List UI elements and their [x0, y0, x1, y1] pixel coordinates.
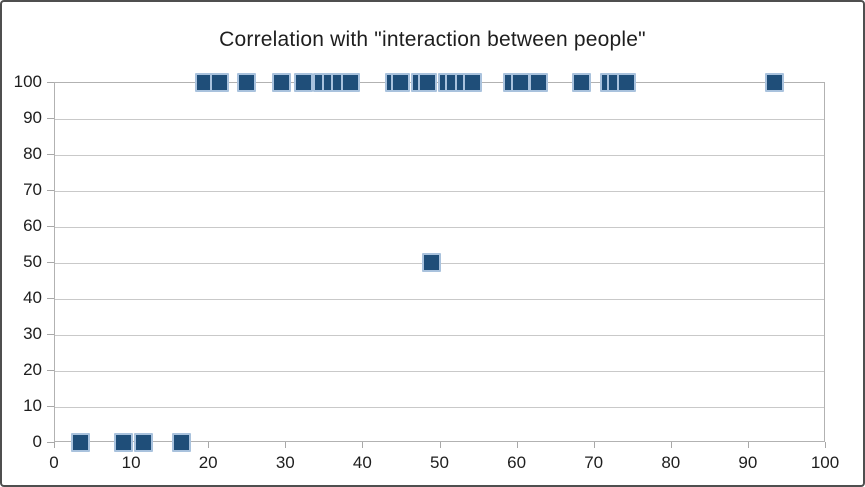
data-point: [417, 72, 437, 92]
y-axis-tick-label: 50: [23, 252, 42, 271]
data-point: [341, 72, 361, 92]
data-point: [113, 432, 133, 452]
y-axis-tick: [47, 226, 54, 227]
gridline: [55, 371, 824, 372]
data-point: [422, 252, 442, 272]
y-axis-tick-label: 20: [23, 360, 42, 379]
y-axis-tick-label: 0: [32, 432, 42, 451]
data-point: [237, 72, 257, 92]
chart-title: Correlation with "interaction between pe…: [219, 28, 646, 51]
y-axis-tick: [47, 262, 54, 263]
y-axis-tick-label: 40: [23, 288, 42, 307]
data-point: [210, 72, 230, 92]
data-point: [528, 72, 548, 92]
y-axis-tick: [47, 442, 54, 443]
x-axis-tick-label: 30: [275, 453, 295, 472]
x-axis-tick-label: 80: [661, 453, 681, 472]
x-axis-tick-label: 90: [738, 453, 758, 472]
x-axis-tick: [516, 442, 518, 448]
x-axis-tick: [285, 442, 287, 448]
gridline: [55, 335, 824, 336]
x-axis-tick: [54, 442, 55, 448]
x-axis-tick-label: 50: [430, 453, 449, 472]
x-axis-tick-label: 70: [584, 453, 604, 472]
gridline: [55, 407, 824, 408]
x-axis-tick-label: 40: [352, 453, 372, 472]
data-point: [571, 72, 591, 92]
x-axis-tick: [362, 442, 364, 448]
data-point: [616, 72, 636, 92]
y-axis-tick: [47, 370, 54, 371]
x-axis-tick-label: 20: [198, 453, 218, 472]
y-axis-tick: [47, 118, 54, 119]
data-point: [391, 72, 411, 92]
gridline: [55, 191, 824, 192]
y-axis-tick: [47, 298, 54, 299]
y-axis-tick-label: 80: [23, 144, 42, 163]
data-point: [171, 432, 191, 452]
data-point: [764, 72, 784, 92]
data-point: [463, 72, 483, 92]
x-axis-tick-label: 60: [507, 453, 527, 472]
gridline: [55, 155, 824, 156]
y-axis-tick-label: 90: [23, 108, 42, 127]
data-point: [271, 72, 291, 92]
x-axis-tick: [593, 442, 595, 448]
x-axis-tick-label: 100: [810, 453, 840, 472]
gridline: [55, 227, 824, 228]
y-axis-tick: [47, 406, 54, 407]
data-point: [510, 72, 530, 92]
x-axis-tick: [208, 442, 210, 448]
y-axis-tick-label: 10: [23, 396, 42, 415]
y-axis-tick-label: 70: [23, 180, 42, 199]
x-axis-tick-label: 0: [49, 453, 59, 472]
x-axis-tick: [439, 442, 441, 448]
data-point: [293, 72, 313, 92]
y-axis-tick-label: 30: [23, 324, 42, 343]
x-axis-tick-label: 10: [121, 453, 141, 472]
y-axis-tick-label: 60: [23, 216, 42, 235]
x-axis-tick: [670, 442, 672, 448]
x-axis-tick: [747, 442, 749, 448]
gridline: [55, 119, 824, 120]
y-axis-tick: [47, 82, 54, 83]
y-axis-tick-label: 100: [13, 72, 42, 91]
y-axis-tick: [47, 334, 54, 335]
gridline: [55, 299, 824, 300]
y-axis-tick: [47, 154, 54, 155]
y-axis-tick: [47, 190, 54, 191]
data-point: [133, 432, 153, 452]
data-point: [71, 432, 91, 452]
x-axis-tick: [825, 442, 826, 448]
